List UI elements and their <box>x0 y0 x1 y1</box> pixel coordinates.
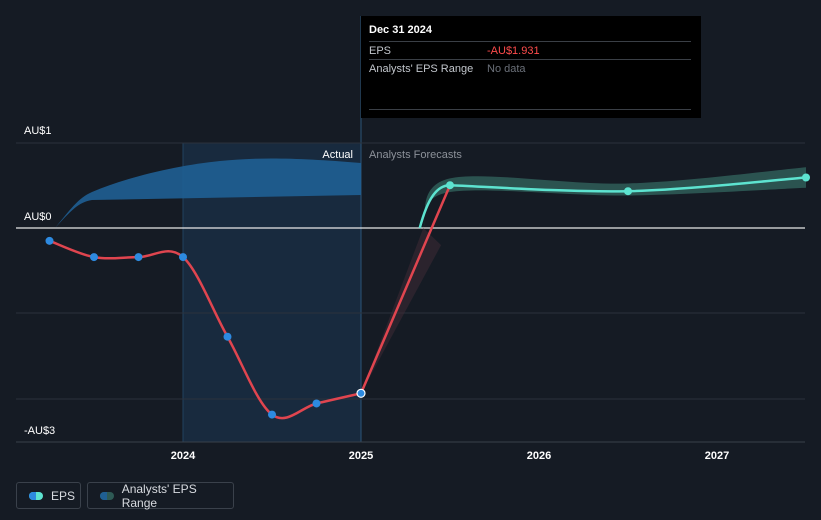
x-tick-label: 2026 <box>527 450 551 462</box>
eps-transition-line <box>359 184 452 394</box>
hover-tooltip: Dec 31 2024 EPS -AU$1.931 Analysts' EPS … <box>361 16 701 118</box>
x-tick-label: 2025 <box>349 450 373 462</box>
eps-actual-point <box>223 332 232 341</box>
actual-label: Actual <box>322 149 353 161</box>
forecast-label: Analysts Forecasts <box>369 149 462 161</box>
eps-actual-point <box>179 253 187 262</box>
eps-actual-point <box>45 236 54 245</box>
eps-actual-point <box>356 388 366 398</box>
actual-area-shape <box>55 158 361 228</box>
forecast-band-shape <box>423 167 806 228</box>
legend-range-label: Analysts' EPS Range <box>121 481 197 510</box>
y-axis-labels: AU$1 AU$0 -AU$3 <box>24 125 55 437</box>
y-tick-label: AU$0 <box>24 211 52 223</box>
eps-actual-line <box>49 239 362 420</box>
eps-actual-point <box>268 410 276 419</box>
x-tick-label: 2024 <box>171 450 196 462</box>
tooltip-range-value: No data <box>487 62 526 75</box>
tooltip-row-eps: EPS -AU$1.931 <box>369 41 691 59</box>
tooltip-range-label: Analysts' EPS Range <box>369 62 474 75</box>
eps-swatch-icon <box>29 491 43 500</box>
eps-forecast-point <box>802 173 810 182</box>
legend-eps-label: EPS <box>51 488 76 503</box>
eps-actual-point <box>312 399 321 408</box>
gridlines <box>16 142 805 443</box>
eps-actual-point <box>90 253 98 262</box>
eps-actual-point <box>134 253 143 262</box>
eps-forecast-point <box>446 181 454 190</box>
tooltip-divider <box>369 109 691 110</box>
forecast-range-band <box>361 167 806 394</box>
tooltip-row-range: Analysts' EPS Range No data <box>369 59 691 77</box>
x-tick-label: 2027 <box>705 450 729 462</box>
tooltip-eps-value: -AU$1.931 <box>487 44 540 57</box>
actual-area <box>55 158 361 228</box>
eps-forecast-point <box>624 187 632 196</box>
transition-wedge <box>361 228 442 394</box>
range-swatch-icon <box>100 491 114 500</box>
y-tick-label: -AU$3 <box>24 425 55 437</box>
legend-range-toggle[interactable]: Analysts' EPS Range <box>87 481 234 510</box>
legend-eps-toggle[interactable]: EPS <box>16 482 81 509</box>
y-tick-label: AU$1 <box>24 125 52 137</box>
x-axis-labels: 2024 2025 2026 2027 <box>171 450 729 462</box>
eps-points <box>45 173 810 419</box>
tooltip-date: Dec 31 2024 <box>369 24 432 36</box>
tooltip-eps-label: EPS <box>369 44 392 57</box>
eps-lines <box>49 176 807 420</box>
